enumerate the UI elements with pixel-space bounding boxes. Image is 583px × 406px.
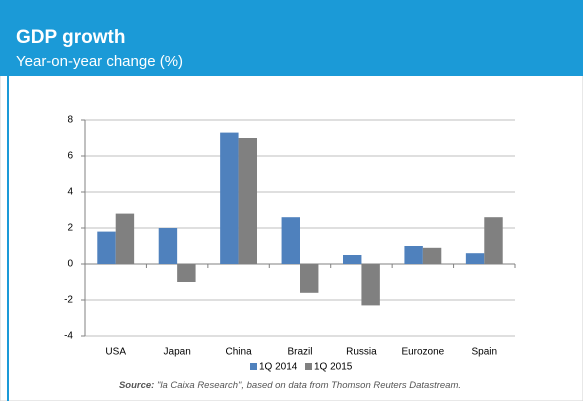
x-tick-label: Spain	[471, 347, 497, 358]
y-tick-label: 0	[67, 259, 73, 270]
bar	[343, 255, 362, 264]
x-tick-label: Russia	[346, 347, 377, 358]
source: Source: "la Caixa Research", based on da…	[119, 380, 461, 391]
y-tick-label: 2	[67, 223, 73, 234]
bar	[404, 246, 423, 264]
bar	[238, 138, 257, 264]
y-tick-label: 6	[67, 151, 73, 162]
x-tick-label: Brazil	[287, 347, 312, 358]
legend-label: 1Q 2014	[259, 362, 298, 373]
bar	[97, 231, 116, 264]
bar	[422, 247, 442, 264]
bar	[281, 217, 300, 264]
y-tick-label: -2	[64, 295, 73, 306]
x-tick-label: China	[226, 347, 253, 358]
legend-swatch	[305, 363, 312, 370]
bar	[465, 253, 485, 264]
header-band	[0, 0, 583, 76]
title: GDP growth	[16, 27, 125, 48]
x-tick-label: USA	[105, 347, 126, 358]
source-text: "la Caixa Research", based on data from …	[157, 380, 461, 391]
bar	[177, 264, 196, 282]
legend-swatch	[250, 363, 257, 370]
y-tick-label: 4	[67, 187, 73, 198]
y-tick-label: 8	[67, 115, 73, 126]
source-label: Source:	[119, 380, 154, 391]
x-tick-label: Eurozone	[401, 347, 444, 358]
y-tick-label: -4	[64, 331, 73, 342]
legend-label: 1Q 2015	[314, 362, 353, 373]
bar	[115, 213, 135, 264]
bar	[158, 228, 178, 264]
bar	[361, 264, 380, 306]
bar	[220, 132, 239, 264]
bar	[484, 217, 503, 264]
subtitle: Year-on-year change (%)	[16, 53, 183, 70]
x-tick-label: Japan	[164, 347, 191, 358]
bar	[300, 264, 319, 293]
